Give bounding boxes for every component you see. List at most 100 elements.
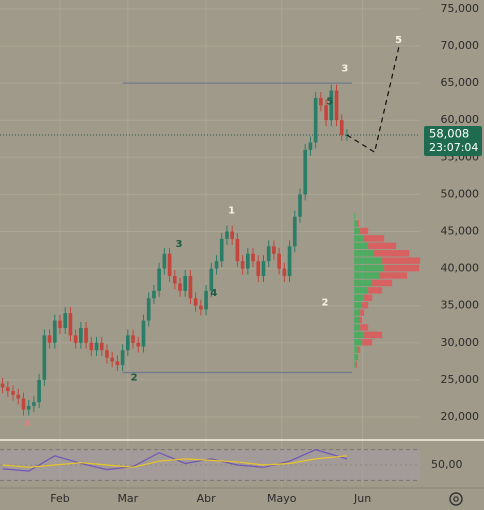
candle-body [167, 253, 172, 277]
profile-up [354, 272, 380, 279]
profile-up [354, 242, 369, 250]
profile-down [360, 309, 365, 316]
profile-up [354, 294, 365, 301]
profile-down [358, 346, 361, 353]
candle-body [282, 268, 287, 277]
candle-body [225, 231, 229, 239]
candle-body [58, 320, 62, 328]
candle-body [308, 142, 313, 150]
wave-label: 3 [341, 63, 348, 74]
profile-down [359, 316, 363, 324]
profile-down [368, 242, 397, 250]
candle-body [266, 246, 271, 262]
profile-up [354, 212, 356, 220]
candle-body [16, 394, 21, 399]
candle-body [334, 90, 339, 121]
profile-up [354, 235, 365, 242]
candle-body [63, 313, 68, 328]
candle-body [11, 391, 15, 395]
candle-body [84, 327, 88, 343]
wave-label: 5 [326, 97, 333, 108]
wave-label: 3 [175, 239, 182, 250]
candle-body [131, 335, 135, 343]
candle-body [303, 149, 308, 195]
profile-up [354, 346, 359, 353]
profile-up [354, 324, 361, 331]
x-tick-label: Jun [353, 492, 371, 505]
candle-body [256, 261, 261, 277]
profile-up [354, 301, 363, 309]
profile-down [356, 361, 358, 368]
candle-body [230, 231, 234, 239]
wave-label: 4 [210, 288, 217, 299]
candle-body [105, 350, 109, 358]
candle-body [89, 342, 94, 351]
candle-body [162, 253, 167, 269]
x-tick-label: Mar [117, 492, 138, 505]
y-tick-label: 70,000 [441, 39, 480, 52]
profile-up [354, 309, 361, 316]
candle-body [73, 335, 78, 343]
wave-label: 2 [131, 373, 138, 384]
projection-line [346, 45, 400, 154]
y-tick-label: 35,000 [441, 299, 480, 312]
candle-body [0, 383, 5, 388]
rsi-tick-label: 50,00 [431, 458, 463, 471]
candle-body [26, 405, 31, 410]
candle-body [79, 327, 83, 343]
profile-down [384, 264, 420, 272]
profile-down [368, 287, 383, 294]
candle-body [261, 261, 266, 277]
profile-up [354, 250, 375, 257]
y-tick-label: 25,000 [441, 373, 480, 386]
y-tick-label: 20,000 [441, 410, 480, 423]
candle-body [42, 335, 47, 380]
candle-body [219, 238, 224, 262]
candle-body [94, 342, 99, 351]
profile-up [354, 353, 358, 361]
candle-body [272, 246, 276, 254]
candle-body [6, 387, 10, 392]
profile-down [372, 279, 393, 287]
profile-down [364, 294, 373, 301]
candle-body [141, 320, 146, 347]
profile-up [354, 220, 358, 227]
x-tick-label: Abr [197, 492, 217, 505]
profile-up [354, 339, 363, 346]
profile-down [379, 272, 408, 279]
rsi-line [2, 449, 348, 472]
candle-body [246, 253, 250, 269]
wave-label: 2 [322, 298, 329, 309]
candle-body [157, 268, 161, 291]
candle-body [251, 253, 255, 262]
profile-down [362, 339, 373, 346]
profile-up [354, 316, 360, 324]
candle-body [110, 357, 114, 362]
profile-down [357, 220, 360, 227]
profile-up [354, 361, 357, 368]
candle-body [172, 276, 177, 284]
profile-down [362, 301, 369, 309]
y-tick-label: 30,000 [441, 336, 480, 349]
profile-up [354, 227, 361, 235]
y-tick-label: 50,000 [441, 187, 480, 200]
candle-body [235, 238, 240, 262]
candle-body [21, 398, 26, 410]
profile-down [364, 235, 385, 242]
gear-outer [449, 492, 463, 506]
candle-body [99, 342, 104, 351]
y-tick-label: 75,000 [441, 2, 480, 15]
candle-body [277, 253, 281, 269]
candle-body [152, 290, 156, 299]
candle-body [120, 350, 125, 366]
candle-body [240, 261, 245, 269]
candle-body [292, 216, 297, 247]
candle-body [329, 90, 334, 121]
wave-label: 1 [228, 206, 235, 217]
last-price-box [424, 125, 482, 156]
candle-body [319, 97, 323, 106]
profile-up [354, 257, 383, 264]
settings-button[interactable] [449, 492, 463, 506]
y-tick-label: 65,000 [441, 76, 480, 89]
